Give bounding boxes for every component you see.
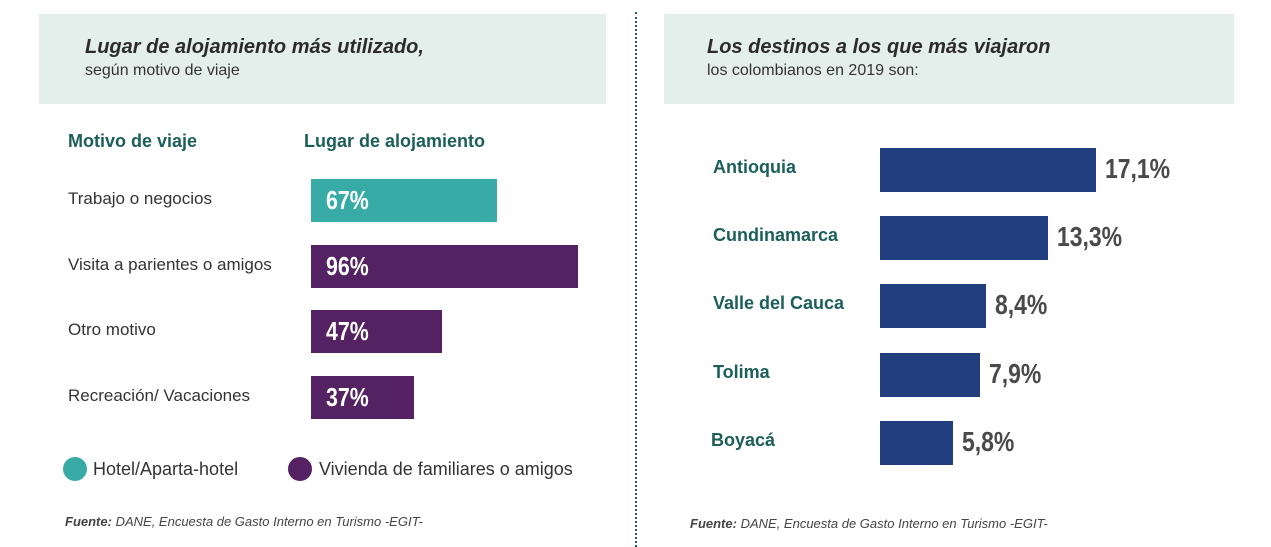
- destination-label: Tolima: [713, 361, 770, 382]
- destination-value-label: 13,3%: [1057, 221, 1123, 253]
- reason-label: Visita a parientes o amigos: [68, 254, 272, 274]
- left-source-text: DANE, Encuesta de Gasto Interno en Turis…: [115, 514, 423, 529]
- left-header-box: [39, 14, 606, 104]
- reason-label: Recreación/ Vacaciones: [68, 385, 251, 405]
- reason-label: Otro motivo: [68, 320, 156, 339]
- destination-bar: [880, 148, 1096, 192]
- accommodation-bar: 37%: [311, 375, 414, 419]
- right-header-title: Los destinos a los que más viajaron: [707, 36, 1051, 58]
- legend-label-familiares: Vivienda de familiares o amigos: [319, 459, 573, 479]
- left-source-label: Fuente:: [65, 514, 112, 529]
- legend-swatch-familiares: [288, 457, 312, 481]
- reason-label: Trabajo o negocios: [68, 189, 212, 208]
- destination-label: Antioquia: [713, 157, 796, 177]
- accommodation-bar: 47%: [311, 310, 442, 353]
- destination-label: Cundinamarca: [713, 225, 839, 246]
- destination-bar: [880, 216, 1048, 261]
- legend-swatch-hotel: [63, 457, 87, 481]
- destination-bar: [880, 420, 954, 465]
- column-header-place: Lugar de alojamiento: [304, 131, 486, 151]
- legend-label-hotel: Hotel/Aparta-hotel: [93, 459, 239, 479]
- bar-value-label: 96%: [326, 250, 369, 281]
- accommodation-bar: 96%: [311, 244, 578, 288]
- destination-value-label: 5,8%: [962, 425, 1015, 457]
- right-source-note: Fuente: DANE, Encuesta de Gasto Interno …: [690, 516, 1048, 531]
- destination-label: Valle del Cauca: [713, 293, 845, 314]
- destination-bar: [880, 352, 980, 397]
- right-source-label: Fuente:: [690, 516, 737, 531]
- right-header-box: [664, 14, 1234, 104]
- destination-value-label: 8,4%: [995, 289, 1048, 321]
- column-header-reason: Motivo de viaje: [68, 131, 198, 151]
- left-header-title: Lugar de alojamiento más utilizado,: [85, 36, 424, 58]
- destination-bar: [880, 284, 987, 329]
- destination-label: Boyacá: [711, 429, 776, 450]
- panel-divider: [635, 12, 637, 547]
- destination-value-label: 7,9%: [988, 357, 1042, 389]
- left-header-subtitle: según motivo de viaje: [85, 62, 240, 79]
- right-source-text: DANE, Encuesta de Gasto Interno en Turis…: [740, 516, 1048, 531]
- bar-value-label: 67%: [326, 185, 369, 215]
- bar-value-label: 37%: [326, 381, 369, 412]
- destination-value-label: 17,1%: [1105, 153, 1171, 184]
- left-source-note: Fuente: DANE, Encuesta de Gasto Interno …: [65, 514, 423, 529]
- right-header-subtitle: los colombianos en 2019 son:: [707, 62, 919, 79]
- accommodation-bar: 67%: [311, 179, 498, 222]
- bar-value-label: 47%: [326, 316, 369, 346]
